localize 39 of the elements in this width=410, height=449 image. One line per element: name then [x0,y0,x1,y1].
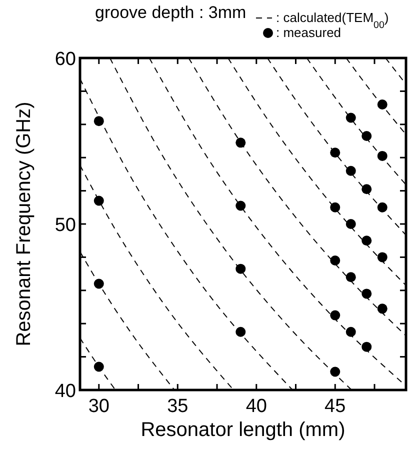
point [346,326,356,337]
y-axis-title: Resonant Frequency (GHz) [13,102,35,346]
point [94,278,104,289]
point [377,304,388,314]
point [330,202,340,212]
point [236,200,246,211]
point [330,148,340,158]
x-tick-label: 40 [246,396,267,417]
point [330,256,340,266]
point [236,326,246,337]
point [362,288,372,299]
point [362,131,372,142]
point [377,150,388,161]
legend-label: : measured [276,25,342,40]
point [236,138,246,148]
point [362,236,372,246]
point [377,202,388,212]
x-axis-title: Resonator length (mm) [140,419,346,441]
point [94,116,104,126]
point [236,264,246,274]
point [330,366,340,377]
point [94,196,104,206]
point [377,99,388,110]
point [346,219,356,229]
point [346,112,356,123]
point [377,252,388,262]
point [362,184,372,194]
point [330,310,340,320]
x-tick-label: 30 [88,396,110,417]
point [346,166,356,176]
point [362,342,372,352]
x-tick-label: 45 [324,396,346,417]
y-tick-label: 60 [54,49,76,70]
x-tick-label: 35 [167,396,188,417]
y-tick-label: 40 [54,381,76,402]
chart-title: groove depth : 3mm [95,3,246,22]
point [94,362,104,372]
point [346,272,356,282]
y-tick-label: 50 [54,215,76,236]
